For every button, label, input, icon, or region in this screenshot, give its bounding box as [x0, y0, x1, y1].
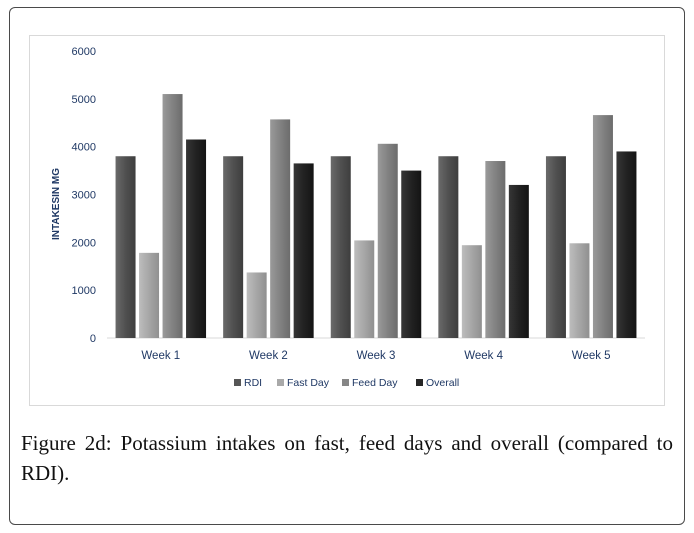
x-tick-label: Week 3 — [357, 350, 396, 362]
legend-label: RDI — [244, 377, 262, 389]
caption-label: Figure 2d: — [21, 431, 112, 455]
bar-fast-day-week-2 — [246, 272, 267, 338]
y-axis: 0 1000 2000 3000 4000 5000 6000 — [72, 46, 96, 345]
legend-label: Fast Day — [287, 377, 330, 389]
bar-feed-day-week-1 — [162, 94, 183, 338]
legend-label: Feed Day — [352, 377, 398, 389]
bar-fast-day-week-1 — [139, 252, 160, 338]
y-tick-label: 5000 — [72, 94, 96, 106]
y-tick-label: 6000 — [72, 46, 96, 58]
bar-rdi-week-2 — [223, 156, 244, 338]
legend-swatch — [234, 379, 241, 386]
bar-rdi-week-4 — [438, 156, 459, 338]
x-axis-tick-labels: Week 1 Week 2 Week 3 Week 4 Week 5 — [141, 350, 610, 362]
bar-overall-week-3 — [401, 170, 422, 338]
legend-label: Overall — [426, 377, 459, 389]
bar-overall-week-5 — [616, 151, 637, 338]
x-tick-label: Week 1 — [141, 350, 180, 362]
bar-chart: 0 1000 2000 3000 4000 5000 6000 INTAKESIN MG W… — [51, 46, 645, 389]
legend: RDI Fast Day Feed Day Overall — [234, 377, 459, 389]
bar-fast-day-week-3 — [354, 240, 375, 338]
bar-feed-day-week-3 — [377, 143, 398, 338]
y-axis-title: INTAKESIN MG — [51, 168, 62, 240]
y-tick-label: 4000 — [72, 142, 96, 154]
legend-swatch — [277, 379, 284, 386]
bar-overall-week-4 — [508, 184, 529, 338]
chart-container: 0 1000 2000 3000 4000 5000 6000 INTAKESIN MG W… — [29, 35, 665, 406]
bar-rdi-week-1 — [115, 156, 136, 338]
figure-caption: Figure 2d: Potassium intakes on fast, fe… — [21, 428, 673, 488]
x-tick-label: Week 2 — [249, 350, 288, 362]
bar-overall-week-1 — [186, 139, 207, 338]
bar-fast-day-week-4 — [461, 245, 482, 338]
bar-overall-week-2 — [293, 163, 314, 338]
bar-feed-day-week-5 — [592, 115, 613, 338]
bar-rdi-week-3 — [330, 156, 351, 338]
x-tick-label: Week 4 — [464, 350, 503, 362]
y-tick-label: 1000 — [72, 285, 96, 297]
y-tick-label: 0 — [90, 333, 96, 345]
legend-swatch — [342, 379, 349, 386]
bar-series — [115, 94, 637, 338]
caption-text: Potassium intakes on fast, feed days and… — [21, 431, 673, 485]
y-tick-label: 3000 — [72, 190, 96, 202]
bar-fast-day-week-5 — [569, 243, 590, 338]
y-tick-label: 2000 — [72, 237, 96, 249]
legend-swatch — [416, 379, 423, 386]
x-tick-label: Week 5 — [572, 350, 611, 362]
bar-rdi-week-5 — [545, 156, 566, 338]
bar-feed-day-week-4 — [485, 161, 506, 338]
bar-feed-day-week-2 — [270, 119, 291, 338]
